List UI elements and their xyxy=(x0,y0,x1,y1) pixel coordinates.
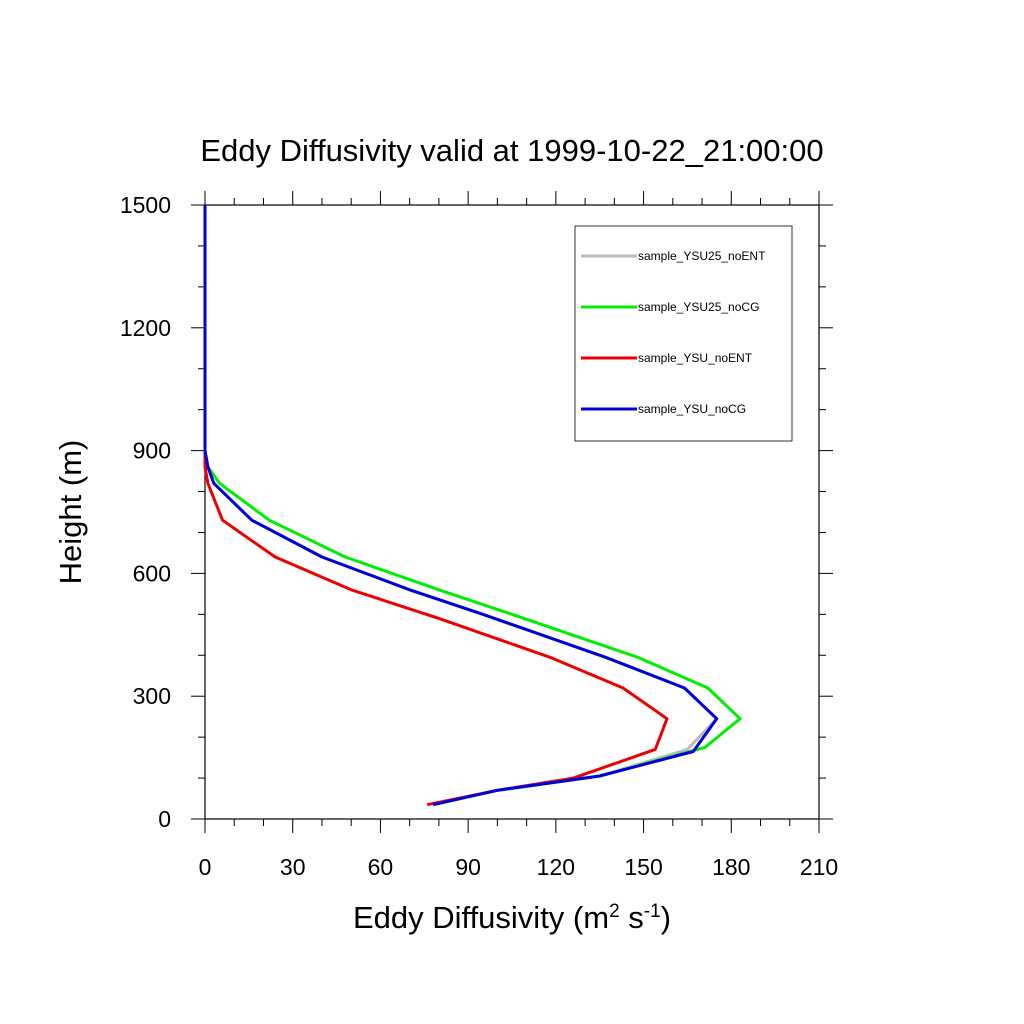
plot-frame xyxy=(204,204,820,820)
legend-box xyxy=(574,225,793,442)
y-tick-label: 300 xyxy=(133,683,171,709)
chart-title: Eddy Diffusivity valid at 1999-10-22_21:… xyxy=(200,133,823,168)
x-axis-label-end: ) xyxy=(661,900,671,935)
legend-label: sample_YSU_noENT xyxy=(638,351,753,365)
x-tick-label: 0 xyxy=(199,854,212,880)
x-tick-label: 120 xyxy=(537,854,575,880)
x-tick-label: 180 xyxy=(712,854,750,880)
x-tick-label: 60 xyxy=(368,854,394,880)
y-tick-label: 1200 xyxy=(120,315,171,341)
series-layer xyxy=(203,205,742,807)
x-tick-label: 30 xyxy=(280,854,306,880)
axis-ticks: 0 30 60 90 120 150 180 210 0 300 600 900 1200 1500 xyxy=(120,191,838,880)
y-tick-label: 1500 xyxy=(120,192,171,218)
y-axis-label: Height (m) xyxy=(53,440,88,585)
x-tick-label: 90 xyxy=(455,854,481,880)
x-axis-label-sup1: 2 xyxy=(609,901,620,922)
y-tick-label: 0 xyxy=(158,806,171,832)
x-axis-label-sup2: -1 xyxy=(644,901,661,922)
y-tick-label: 900 xyxy=(133,438,171,464)
y-tick-label: 600 xyxy=(133,560,171,586)
x-tick-label: 210 xyxy=(800,854,838,880)
x-axis-label: Eddy Diffusivity (m2 s-1) xyxy=(353,900,671,935)
legend-label: sample_YSU25_noENT xyxy=(638,249,766,263)
series-line-sample_YSU_noCG xyxy=(203,205,719,807)
legend: sample_YSU25_noENT sample_YSU25_noCGsampl… xyxy=(574,225,793,442)
plot-border xyxy=(204,204,820,820)
legend-label: sample_YSU25_noCG xyxy=(638,300,759,314)
x-axis-label-base: Eddy Diffusivity (m xyxy=(353,900,609,935)
x-tick-label: 150 xyxy=(624,854,662,880)
legend-label: sample_YSU_noCG xyxy=(638,402,746,416)
x-axis-label-mid: s xyxy=(620,900,644,935)
